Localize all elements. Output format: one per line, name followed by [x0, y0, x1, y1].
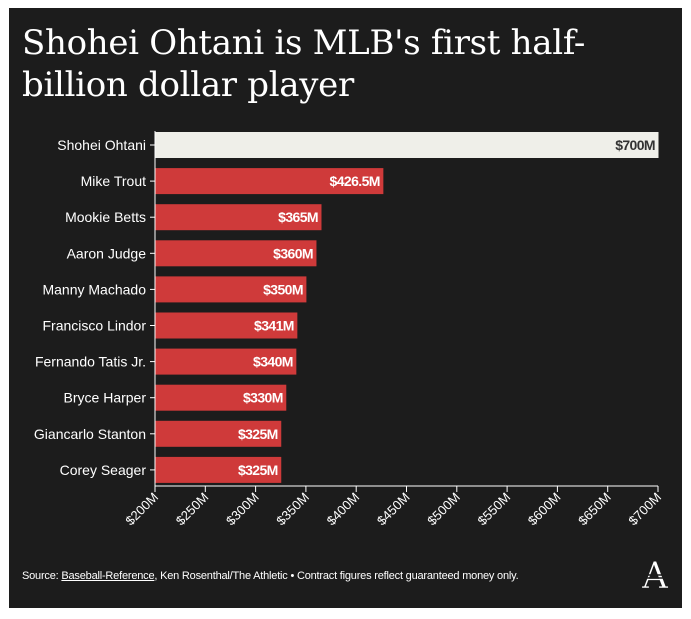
category-label: Giancarlo Stanton: [34, 426, 146, 442]
bar: [155, 384, 287, 411]
value-label: $360M: [273, 245, 313, 261]
category-label: Corey Seager: [60, 462, 147, 478]
bar: [155, 348, 297, 375]
bar: [155, 204, 322, 231]
bar: [155, 312, 298, 339]
value-label: $341M: [254, 318, 294, 334]
value-label: $340M: [253, 354, 293, 370]
value-label: $426.5M: [330, 173, 380, 189]
bar: [155, 456, 282, 483]
x-tick-label: $350M: [273, 490, 312, 529]
value-label: $325M: [238, 462, 278, 478]
bar: [155, 240, 317, 267]
x-tick-label: $700M: [625, 490, 664, 529]
source-suffix: , Ken Rosenthal/The Athletic • Contract …: [154, 570, 519, 582]
x-tick-label: $300M: [223, 490, 262, 529]
x-tick-label: $500M: [424, 490, 463, 529]
x-tick-label: $600M: [525, 490, 564, 529]
chart-card: Shohei Ohtani is MLB's first half-billio…: [9, 8, 682, 608]
x-tick-label: $200M: [122, 490, 161, 529]
value-label: $365M: [278, 209, 318, 225]
value-label: $325M: [238, 426, 278, 442]
category-label: Shohei Ohtani: [57, 137, 146, 153]
bar: [155, 420, 282, 447]
highlight-bar: [155, 132, 659, 158]
bar: [155, 276, 307, 303]
value-label: $330M: [243, 390, 283, 406]
x-tick-label: $450M: [374, 490, 413, 529]
category-label: Manny Machado: [42, 281, 146, 297]
value-label: $700M: [615, 137, 655, 153]
value-label: $350M: [263, 281, 303, 297]
chart-title: Shohei Ohtani is MLB's first half-billio…: [22, 23, 586, 105]
source-prefix: Source:: [22, 570, 62, 582]
x-tick-label: $650M: [575, 490, 614, 529]
category-label: Fernando Tatis Jr.: [35, 354, 146, 370]
category-label: Bryce Harper: [64, 390, 147, 406]
x-tick-label: $550M: [475, 490, 514, 529]
bar-chart: Shohei Ohtani $700M Mike Trout $426.5M Mooki…: [34, 131, 664, 529]
the-athletic-logo-icon: A: [639, 556, 671, 598]
category-label: Mike Trout: [81, 173, 146, 189]
x-tick-label: $250M: [173, 490, 212, 529]
category-label: Francisco Lindor: [43, 318, 147, 334]
source-link[interactable]: Baseball-Reference: [61, 570, 155, 582]
category-label: Aaron Judge: [67, 245, 147, 261]
x-tick-label: $400M: [324, 490, 363, 529]
source-note: Source: Baseball-Reference, Ken Rosentha…: [22, 569, 622, 583]
logo-letter: A: [641, 557, 669, 593]
bar: [155, 168, 384, 195]
category-label: Mookie Betts: [65, 209, 146, 225]
